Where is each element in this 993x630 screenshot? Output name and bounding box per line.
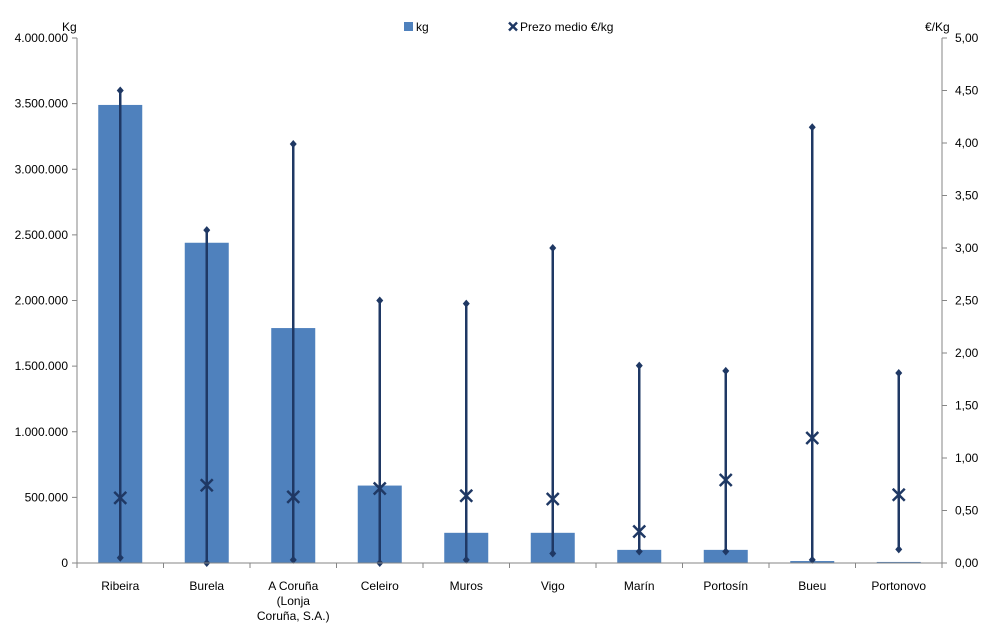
price-avg-marker-stroke-b — [891, 487, 906, 502]
price-max-marker — [203, 226, 211, 235]
legend-swatch-price — [508, 21, 518, 32]
price-max-marker — [895, 368, 903, 377]
left-axis-tick-label: 3.000.000 — [15, 162, 69, 176]
price-avg-marker-stroke-b — [805, 431, 820, 445]
left-axis-tick-label: 500.000 — [25, 490, 69, 504]
x-axis-tick-label-line: Muros — [450, 579, 483, 593]
price-avg-marker — [545, 492, 560, 506]
left-axis-tick-label: 2.000.000 — [15, 294, 69, 308]
right-axis-tick-label: 1,00 — [955, 451, 979, 465]
x-axis-tick-label-line: Portosín — [703, 579, 748, 593]
x-axis-tick-label: A Coruña (Lonja Coruña, S.A.) — [257, 579, 330, 623]
price-marker-series — [113, 431, 906, 539]
left-axis-tick-label: 4.000.000 — [15, 31, 69, 45]
x-axis-tick-label: Celeiro — [361, 579, 399, 593]
price-max-marker — [462, 299, 470, 308]
right-axis-title: €/Kg — [925, 20, 950, 34]
price-max-marker — [549, 244, 557, 252]
price-max-marker — [116, 86, 124, 95]
legend-x-mark — [508, 21, 518, 32]
right-axis-tick-label: 2,00 — [955, 346, 979, 360]
right-axis-tick-label: 0,50 — [955, 504, 979, 518]
price-avg-marker — [286, 489, 301, 504]
left-axis-tick-label: 1.000.000 — [15, 425, 69, 439]
bar-kg — [876, 561, 921, 563]
price-min-marker — [116, 553, 124, 562]
price-avg-marker — [805, 431, 820, 445]
price-max-marker — [722, 366, 730, 375]
left-axis: 0 500.000 1.000.000 1.500.000 2.000.000 2.500… — [15, 31, 78, 570]
price-avg-marker-stroke-b — [286, 489, 301, 504]
price-avg-marker-stroke-b — [718, 473, 733, 487]
price-avg-marker-stroke-b — [113, 491, 128, 505]
price-avg-marker — [199, 478, 214, 493]
x-axis-tick-label: Portonovo — [871, 579, 926, 593]
x-axis-tick-label-line: Burela — [189, 579, 224, 593]
x-axis-tick-label-line: Ribeira — [101, 579, 139, 593]
price-max-marker — [808, 123, 816, 132]
left-axis-tick-label: 0 — [61, 556, 68, 570]
price-max-marker — [376, 296, 384, 305]
bar-series — [98, 104, 921, 563]
bar-kg — [703, 549, 748, 563]
left-axis-title: Kg — [62, 20, 77, 34]
price-avg-marker-stroke-b — [459, 488, 474, 503]
right-axis-tick-label: 5,00 — [955, 31, 979, 45]
right-axis: 0,00 0,50 1,00 1,50 2,00 2,50 3,00 3,50 4,00 4,50… — [941, 31, 979, 570]
price-avg-marker — [632, 524, 647, 539]
x-axis-tick-label-line: Celeiro — [361, 579, 399, 593]
price-avg-marker-stroke-b — [632, 524, 647, 539]
x-axis-tick-label: Bueu — [798, 579, 826, 593]
x-axis-tick-label-line: Portonovo — [871, 579, 926, 593]
price-avg-marker-stroke-b — [545, 492, 560, 506]
x-axis-tick-label: Muros — [450, 579, 483, 593]
bar-kg — [617, 549, 662, 563]
legend: kg Prezo medio €/kg — [404, 20, 613, 34]
x-axis-tick-label-line: A Coruña — [268, 579, 318, 593]
price-avg-marker — [459, 488, 474, 503]
legend-label-kg: kg — [416, 20, 429, 34]
price-range-series — [116, 86, 903, 567]
x-axis-tick-label-line: (Lonja — [277, 594, 311, 608]
x-axis-tick-label-line: Bueu — [798, 579, 826, 593]
x-axis-tick-label-line: Marín — [624, 579, 655, 593]
price-min-marker — [462, 555, 470, 564]
left-axis-tick-label: 2.500.000 — [15, 228, 69, 242]
right-axis-tick-label: 2,50 — [955, 294, 979, 308]
price-avg-marker-stroke-b — [372, 481, 387, 496]
price-avg-marker — [372, 481, 387, 496]
legend-x-mark-stroke-b — [508, 21, 518, 32]
price-avg-marker — [113, 491, 128, 505]
price-min-marker — [549, 549, 557, 558]
x-axis-tick-label: Ribeira — [101, 579, 139, 593]
right-axis-tick-label: 3,50 — [955, 189, 979, 203]
price-min-marker — [808, 555, 816, 564]
right-axis-tick-label: 1,50 — [955, 399, 979, 413]
x-axis: Ribeira Burela A Coruña (Lonja Coruña, S.A.)… — [76, 562, 943, 623]
x-axis-tick-label-line: Vigo — [541, 579, 565, 593]
price-avg-marker — [718, 473, 733, 487]
right-axis-tick-label: 4,50 — [955, 84, 979, 98]
price-max-marker — [635, 361, 643, 370]
price-avg-marker-stroke-b — [199, 478, 214, 493]
x-axis-tick-label: Vigo — [541, 579, 565, 593]
x-axis-tick-label: Marín — [624, 579, 655, 593]
price-avg-marker — [891, 487, 906, 502]
price-max-marker — [289, 140, 297, 149]
left-axis-tick-label: 3.500.000 — [15, 97, 69, 111]
x-axis-tick-label-line: Coruña, S.A.) — [257, 609, 330, 623]
price-min-marker — [635, 547, 643, 556]
x-axis-tick-label: Burela — [189, 579, 224, 593]
left-axis-tick-label: 1.500.000 — [15, 359, 69, 373]
price-min-marker — [289, 555, 297, 564]
right-axis-tick-label: 3,00 — [955, 241, 979, 255]
right-axis-tick-label: 0,00 — [955, 556, 979, 570]
legend-swatch-kg — [404, 22, 413, 31]
x-axis-tick-label: Portosín — [703, 579, 748, 593]
right-axis-tick-label: 4,00 — [955, 136, 979, 150]
price-min-marker — [722, 547, 730, 556]
price-min-marker — [895, 545, 903, 554]
legend-label-price: Prezo medio €/kg — [520, 20, 613, 34]
